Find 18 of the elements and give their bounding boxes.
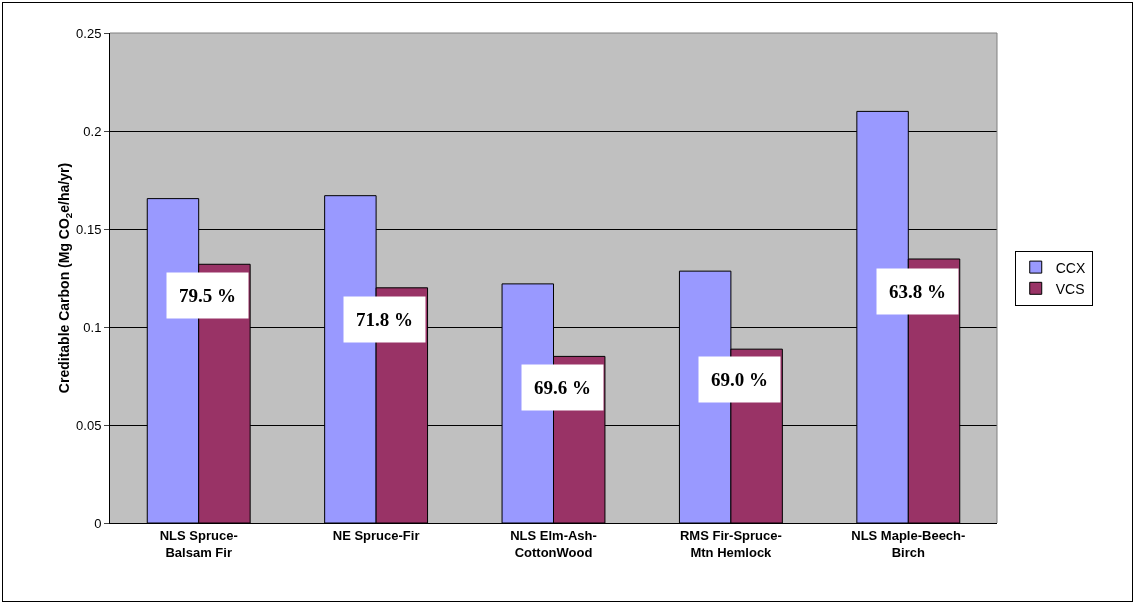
annotation: 71.8 % — [356, 309, 413, 330]
x-tick-label: NLS Maple-Beech- Birch — [851, 527, 966, 560]
x-tick-label: NLS Elm-Ash- CottonWood — [510, 527, 597, 560]
y-tick-label: 0.25 — [76, 25, 102, 41]
legend-label: VCS — [1055, 280, 1085, 297]
y-tick-label: 0 — [94, 515, 102, 531]
annotation: 69.0 % — [711, 369, 768, 390]
x-tick-label: RMS Fir-Spruce- Mtn Hemlock — [679, 527, 782, 560]
y-tick-label: 0.15 — [76, 221, 102, 237]
x-tick-label: NLS Spruce- Balsam Fir — [159, 527, 238, 560]
y-tick-label: 0.05 — [76, 417, 102, 433]
annotation: 69.6 % — [534, 377, 591, 398]
y-tick-label: 0.2 — [83, 123, 102, 139]
y-tick-label: 0.1 — [83, 319, 102, 335]
x-tick-label: NE Spruce-Fir — [332, 527, 420, 543]
annotation: 79.5 % — [179, 285, 236, 306]
legend-label: CCX — [1055, 259, 1086, 276]
annotation: 63.8 % — [889, 281, 946, 302]
